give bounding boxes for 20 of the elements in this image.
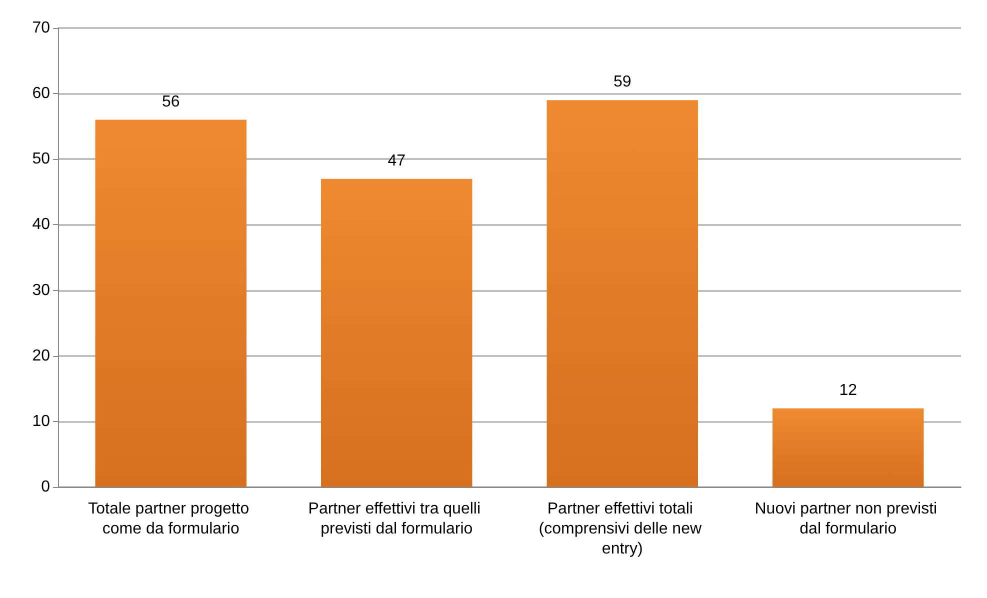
y-tick-label: 10 [32, 412, 50, 430]
x-tick-label: Totale partner progetto come da formulario [88, 500, 254, 538]
data-label: 47 [388, 152, 406, 170]
y-tick-label: 40 [32, 216, 50, 234]
y-tick-label: 0 [41, 478, 50, 496]
bar [546, 100, 698, 487]
data-label: 56 [162, 93, 180, 110]
y-tick-label: 60 [32, 85, 50, 102]
y-tick-label: 70 [32, 20, 50, 36]
y-tick-label: 30 [32, 282, 50, 299]
bar [321, 178, 472, 487]
x-tick-label: Partner effettivi totali (comprensivi delle new entry) [538, 500, 706, 558]
data-label: 59 [613, 74, 632, 91]
bar [95, 120, 246, 487]
x-tick-label: Nuovi partner non previsti dal formulario [754, 500, 942, 538]
x-tick-label: Partner effettivi tra quelli previsti dal formulario [308, 500, 485, 538]
y-tick-label: 50 [32, 150, 50, 168]
data-label: 12 [839, 382, 858, 399]
y-tick-label: 20 [32, 347, 50, 364]
bar [772, 408, 924, 487]
